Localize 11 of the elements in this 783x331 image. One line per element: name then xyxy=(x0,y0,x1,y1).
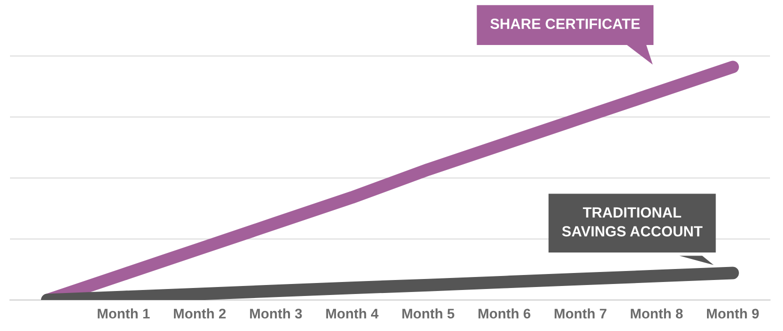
x-tick-label: Month 2 xyxy=(174,308,226,319)
x-tick-label: Month 9 xyxy=(707,308,759,319)
x-tick-label: Month 3 xyxy=(250,308,302,319)
x-tick-label: Month 8 xyxy=(630,308,683,319)
x-tick-label: Month 6 xyxy=(478,308,530,319)
text: SHARE CERTIFICATE xyxy=(490,18,640,29)
text: TRADITIONAL SAVINGS ACCOUNT xyxy=(562,207,702,236)
x-tick-label: Month 1 xyxy=(98,308,150,319)
x-tick-label: Month 7 xyxy=(554,308,606,319)
x-tick-label: Month 5 xyxy=(402,308,454,319)
x-tick-label: Month 4 xyxy=(326,308,378,319)
